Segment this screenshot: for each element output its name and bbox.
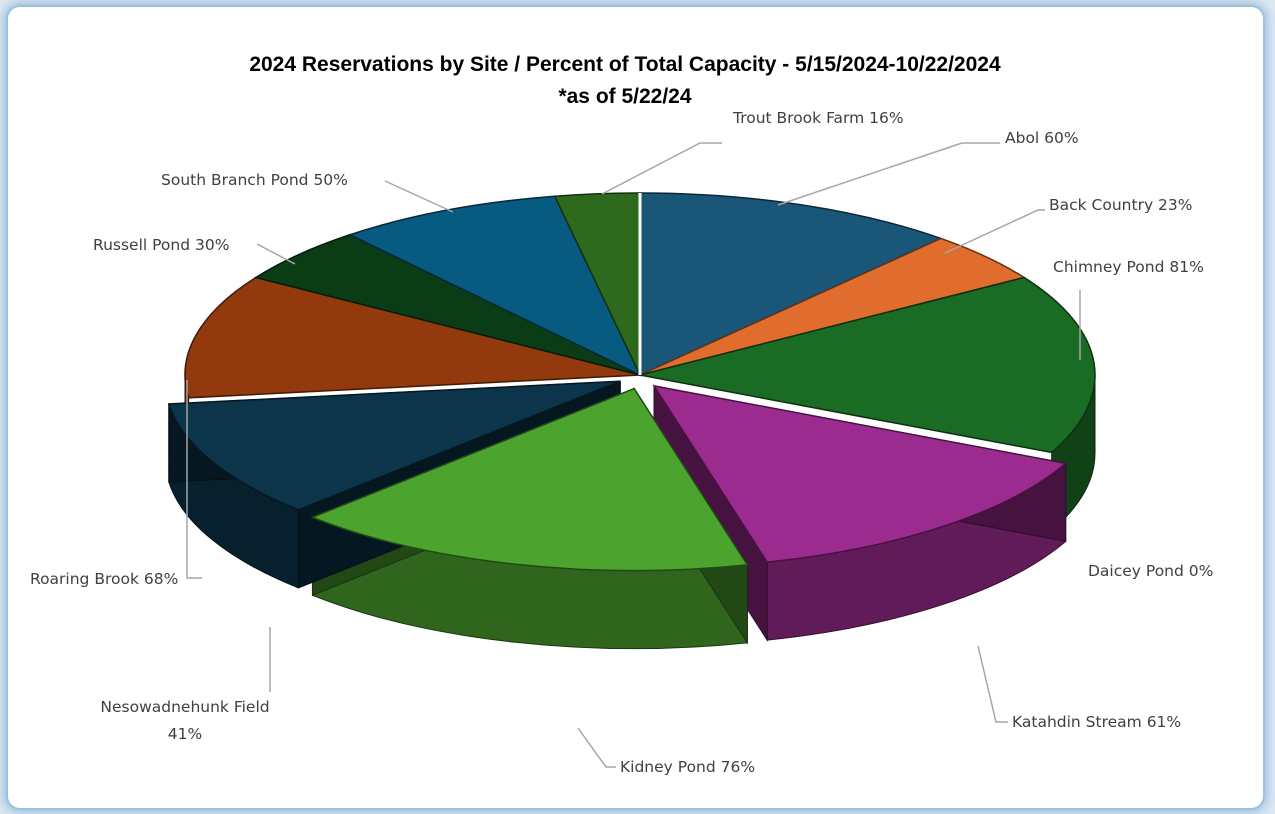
leader-line <box>944 209 1045 254</box>
leader-line <box>601 142 722 195</box>
pie-slice <box>639 276 1096 454</box>
data-label: Trout Brook Farm 16% <box>732 109 904 127</box>
chart-title: 2024 Reservations by Site / Percent of T… <box>249 53 1001 76</box>
data-label: Roaring Brook 68% <box>30 570 178 588</box>
leader-line <box>256 243 296 265</box>
data-label: Kidney Pond 76% <box>620 758 755 776</box>
pie-slice <box>310 387 749 572</box>
leader-line <box>384 180 454 213</box>
leader-line <box>777 142 1000 206</box>
chart-subtitle: *as of 5/22/24 <box>558 85 692 108</box>
data-label: Katahdin Stream 61% <box>1012 713 1181 731</box>
pie-slice <box>184 276 641 399</box>
pie-slice <box>639 192 943 377</box>
data-label: Chimney Pond 81% <box>1053 258 1204 276</box>
pie-slice <box>347 195 642 377</box>
data-label: South Branch Pond 50% <box>161 171 348 189</box>
data-label: Daicey Pond 0% <box>1088 562 1213 580</box>
data-label: Russell Pond 30% <box>93 236 229 254</box>
pie-slice <box>167 380 621 511</box>
leader-line <box>577 727 616 768</box>
leader-line <box>186 380 202 579</box>
pie-slice <box>253 233 641 376</box>
data-label: Nesowadnehunk Field 41% <box>100 698 269 743</box>
pie-slice <box>652 384 1068 563</box>
data-label: Back Country 23% <box>1049 196 1193 214</box>
data-label: Abol 60% <box>1005 129 1079 147</box>
chart-title-block: 2024 Reservations by Site / Percent of T… <box>8 49 1242 113</box>
leader-line <box>977 645 1008 723</box>
